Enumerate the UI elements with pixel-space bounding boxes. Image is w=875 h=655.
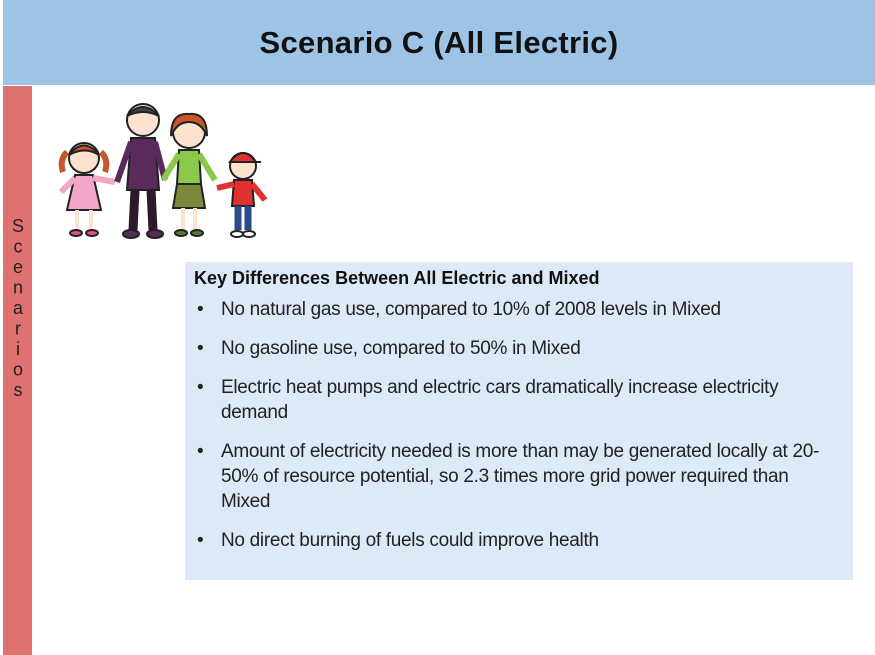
bullet: Amount of electricity needed is more tha… — [194, 439, 821, 514]
slide: Scenario C (All Electric) Scenarios — [0, 0, 875, 655]
key-differences-box: Key Differences Between All Electric and… — [185, 262, 853, 580]
header: Scenario C (All Electric) — [3, 0, 875, 85]
bullet-list: No natural gas use, compared to 10% of 2… — [194, 297, 841, 553]
bullet: No natural gas use, compared to 10% of 2… — [194, 297, 821, 322]
sidebar: Scenarios — [3, 86, 32, 655]
box-heading: Key Differences Between All Electric and… — [194, 268, 841, 289]
bullet: No direct burning of fuels could improve… — [194, 528, 821, 553]
family-illustration — [55, 100, 275, 245]
sidebar-label: Scenarios — [3, 216, 32, 401]
title: Scenario C (All Electric) — [260, 25, 619, 61]
bullet: Electric heat pumps and electric cars dr… — [194, 375, 821, 425]
bullet: No gasoline use, compared to 50% in Mixe… — [194, 336, 821, 361]
